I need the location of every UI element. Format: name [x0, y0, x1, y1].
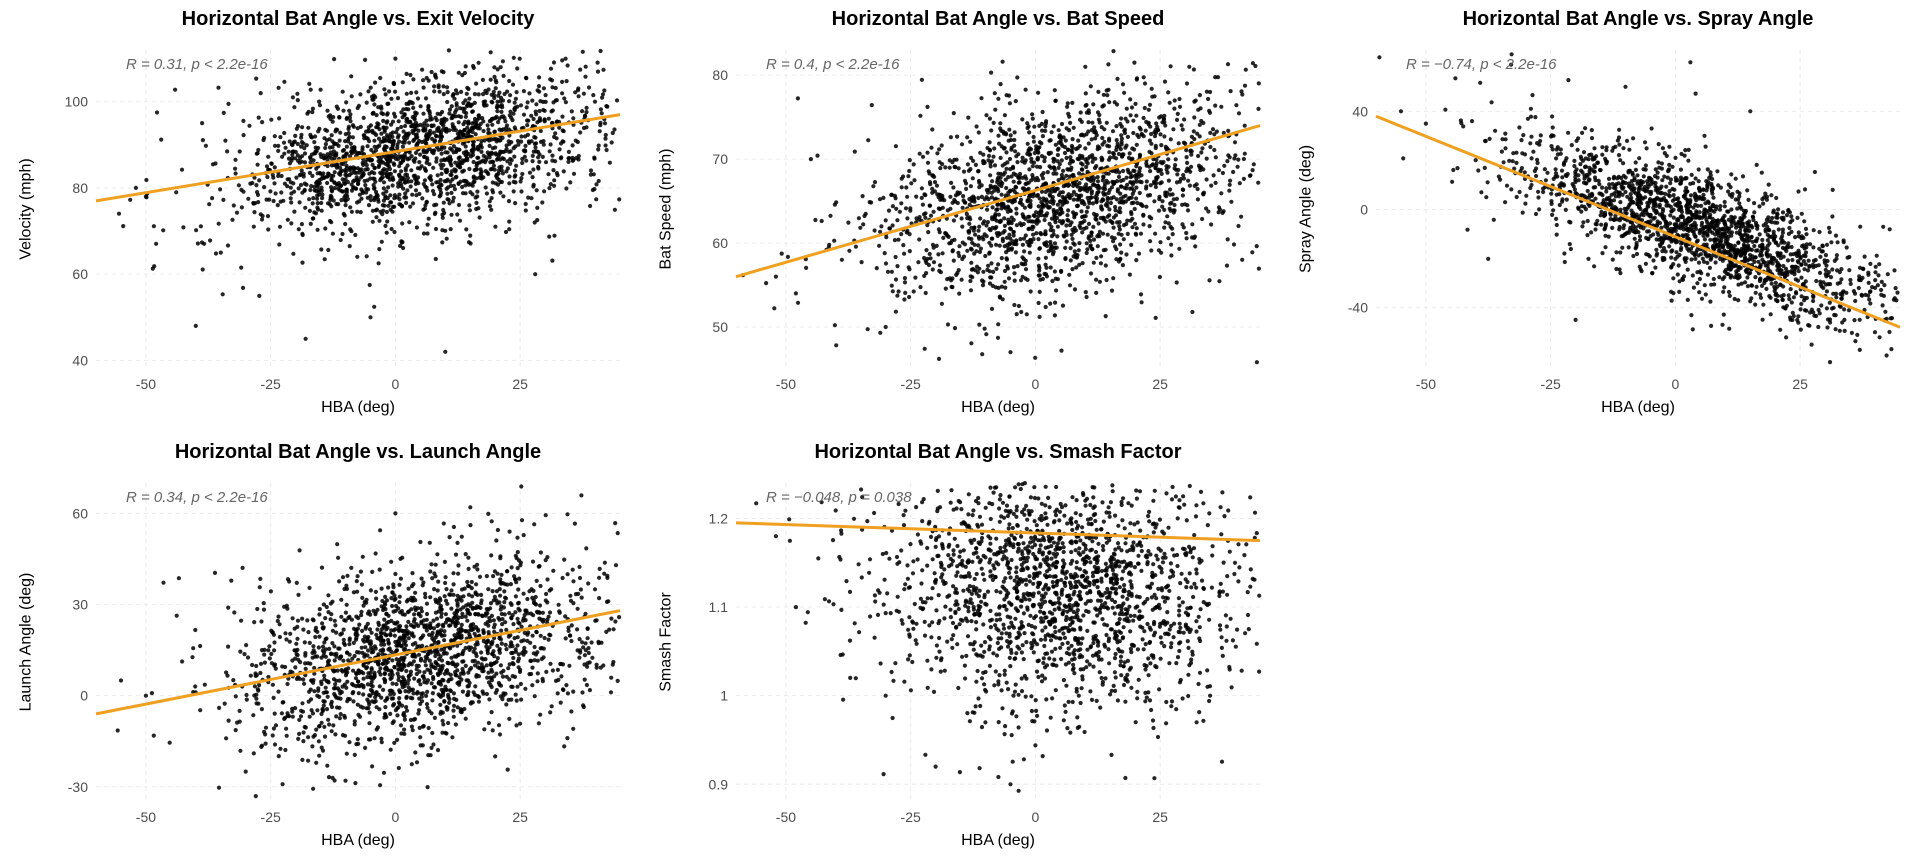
x-tick-label: -50: [776, 376, 796, 392]
x-axis-label: HBA (deg): [736, 399, 1260, 417]
panel-title: Horizontal Bat Angle vs. Exit Velocity: [96, 8, 620, 31]
correlation-stat: R = 0.34, p < 2.2e-16: [126, 489, 268, 506]
x-tick-label: 25: [1152, 376, 1168, 392]
x-tick-label: 0: [1672, 376, 1680, 392]
y-tick-label: 0: [80, 688, 88, 704]
y-tick-label: 1.1: [709, 599, 729, 615]
y-tick-label: 60: [712, 235, 728, 251]
panel-smash_factor: Horizontal Bat Angle vs. Smash Factor R =…: [640, 433, 1280, 866]
x-tick-label: 25: [1792, 376, 1808, 392]
x-tick-label: 0: [392, 809, 400, 825]
x-tick-label: 25: [512, 809, 528, 825]
x-tick-label: -25: [1541, 376, 1561, 392]
x-tick-label: -50: [776, 809, 796, 825]
y-tick-label: 40: [1352, 103, 1368, 119]
x-axis-label: HBA (deg): [1376, 399, 1900, 417]
y-tick-label: 1: [720, 688, 728, 704]
x-tick-label: 25: [1152, 809, 1168, 825]
y-tick-label: 100: [65, 94, 89, 110]
scatter-plot: 0.9 1 1.1 1.2 -50 -25 0 25: [640, 433, 1280, 866]
panel-exit_velocity: Horizontal Bat Angle vs. Exit Velocity R …: [0, 0, 640, 433]
scatter-plot: 50 60 70 80 -50 -25 0 25: [640, 0, 1280, 433]
x-tick-label: -50: [136, 809, 156, 825]
x-tick-label: -25: [261, 376, 281, 392]
correlation-stat: R = −0.048, p = 0.038: [766, 489, 912, 506]
chart-grid: Horizontal Bat Angle vs. Exit Velocity R …: [0, 0, 1920, 866]
y-tick-label: 80: [72, 180, 88, 196]
x-tick-label: -50: [136, 376, 156, 392]
y-tick-label: -30: [68, 779, 88, 795]
panel-title: Horizontal Bat Angle vs. Spray Angle: [1376, 8, 1900, 31]
y-axis-label: Launch Angle (deg): [17, 482, 35, 801]
x-tick-label: -25: [901, 376, 921, 392]
trend-line: [1376, 116, 1900, 327]
x-tick-label: 0: [1032, 809, 1040, 825]
scatter-plot: 40 60 80 100 -50 -25 0 25: [0, 0, 640, 433]
x-tick-label: -50: [1416, 376, 1436, 392]
x-tick-label: 0: [1032, 376, 1040, 392]
data-points: [754, 481, 1261, 793]
panel-title: Horizontal Bat Angle vs. Bat Speed: [736, 8, 1260, 31]
data-points: [117, 48, 621, 354]
y-tick-label: 70: [712, 151, 728, 167]
data-points: [116, 484, 622, 798]
panel-bat_speed: Horizontal Bat Angle vs. Bat Speed R = 0.…: [640, 0, 1280, 433]
y-tick-label: -40: [1348, 300, 1368, 316]
y-tick-label: 60: [72, 505, 88, 521]
panel-title: Horizontal Bat Angle vs. Smash Factor: [736, 441, 1260, 464]
data-points: [741, 49, 1261, 364]
y-tick-label: 60: [72, 266, 88, 282]
y-tick-label: 0: [1360, 202, 1368, 218]
panel-launch_angle: Horizontal Bat Angle vs. Launch Angle R =…: [0, 433, 640, 866]
correlation-stat: R = −0.74, p < 2.2e-16: [1406, 56, 1557, 73]
x-tick-label: -25: [261, 809, 281, 825]
x-axis-label: HBA (deg): [736, 832, 1260, 850]
panel-spray_angle: Horizontal Bat Angle vs. Spray Angle R = …: [1280, 0, 1920, 433]
correlation-stat: R = 0.31, p < 2.2e-16: [126, 56, 268, 73]
y-axis-label: Smash Factor: [657, 482, 675, 801]
y-axis-label: Spray Angle (deg): [1297, 49, 1315, 368]
y-tick-label: 50: [712, 319, 728, 335]
x-tick-label: -25: [901, 809, 921, 825]
panel-title: Horizontal Bat Angle vs. Launch Angle: [96, 441, 620, 464]
x-tick-label: 25: [512, 376, 528, 392]
y-axis-label: Bat Speed (mph): [657, 49, 675, 368]
y-tick-label: 80: [712, 67, 728, 83]
data-points: [1377, 52, 1899, 364]
x-axis-label: HBA (deg): [96, 399, 620, 417]
x-axis-label: HBA (deg): [96, 832, 620, 850]
x-tick-label: 0: [392, 376, 400, 392]
scatter-plot: -40 0 40 -50 -25 0 25: [1280, 0, 1920, 433]
y-tick-label: 30: [72, 597, 88, 613]
y-axis-label: Velocity (mph): [17, 49, 35, 368]
correlation-stat: R = 0.4, p < 2.2e-16: [766, 56, 899, 73]
trend-line: [736, 126, 1260, 277]
y-tick-label: 1.2: [709, 510, 729, 526]
y-tick-label: 40: [72, 352, 88, 368]
scatter-plot: -30 0 30 60 -50 -25 0 25: [0, 433, 640, 866]
y-tick-label: 0.9: [709, 776, 729, 792]
